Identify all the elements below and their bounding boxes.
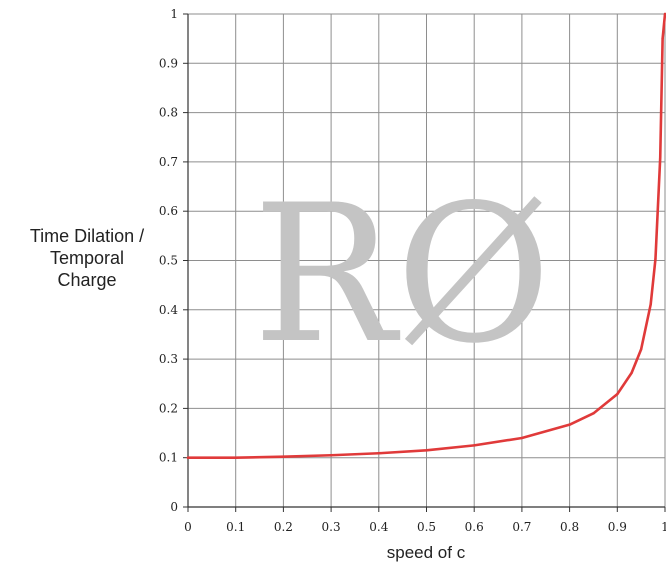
y-tick-label-1: 0.1 [159,451,178,465]
data-point-0-2 [282,455,285,458]
data-point-0-9 [592,412,595,415]
y-tick-label-5: 0.5 [159,254,178,268]
y-tick-label-2: 0.2 [159,401,178,415]
data-point-0-17 [663,12,666,16]
data-point-0-15 [659,156,662,159]
y-tick-label-10: 1 [170,7,178,21]
x-tick-label-0: 0 [184,520,192,534]
watermark-logo: RØ [253,164,552,385]
y-tick-label-7: 0.7 [159,155,178,169]
y-tick-label-6: 0.6 [159,204,178,218]
x-tick-label-2: 0.2 [274,520,293,534]
data-point-0-7 [520,436,524,440]
y-tick-label-4: 0.4 [159,303,178,317]
x-tick-label-5: 0.5 [417,520,436,534]
data-point-0-16 [661,37,664,40]
data-point-0-6 [473,444,476,447]
y-tick-label-0: 0 [170,500,178,514]
data-point-0-11 [630,371,633,375]
x-tick-label-7: 0.7 [512,520,531,534]
y-tick-label-9: 0.9 [159,56,178,70]
data-point-0-0 [186,456,190,459]
data-point-0-4 [377,452,380,455]
y-axis-title-line-3: Charge [57,270,116,290]
x-tick-label-6: 0.6 [465,520,484,534]
x-tick-label-3: 0.3 [322,520,341,534]
data-point-0-13 [649,303,652,306]
series-group [186,12,666,459]
x-tick-label-9: 0.9 [608,520,627,534]
axes [183,13,666,512]
series-line-0 [186,12,666,459]
data-point-0-8 [568,423,571,426]
y-tick-labels: 0 0.1 0.2 0.3 0.4 0.5 0.6 0.7 0.8 0.9 1 [159,7,178,514]
x-tick-label-10: 1 [661,520,666,534]
y-axis-title-line-2: Temporal [50,248,124,268]
data-point-0-5 [425,449,428,452]
data-point-0-12 [639,348,643,351]
y-tick-label-8: 0.8 [159,106,178,120]
data-point-0-14 [654,257,657,261]
x-axis-title: speed of c [387,543,466,562]
y-axis-title-line-1: Time Dilation / [30,226,144,246]
data-point-0-3 [329,454,333,457]
x-tick-label-1: 0.1 [226,520,245,534]
x-tick-label-4: 0.4 [369,520,388,534]
x-tick-labels: 0 0.1 0.2 0.3 0.4 0.5 0.6 0.7 0.8 0.9 1 [184,520,666,534]
data-point-0-1 [234,456,237,459]
x-tick-label-8: 0.8 [560,520,579,534]
y-tick-label-3: 0.3 [159,352,178,366]
data-point-0-10 [616,392,619,396]
